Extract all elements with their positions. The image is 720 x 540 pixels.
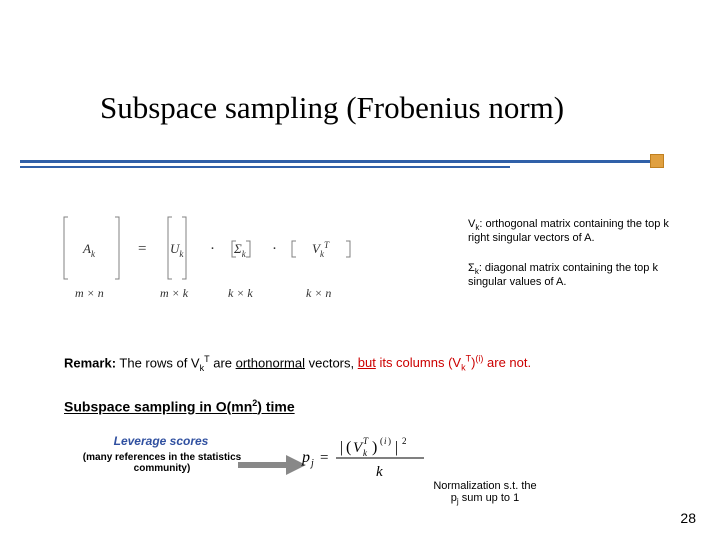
svg-text:Σk: Σk [233, 241, 247, 259]
subspace-sampling-heading: Subspace sampling in O(mn2) time [64, 398, 295, 415]
title-accent-square [650, 154, 664, 168]
svg-text:|: | [340, 439, 343, 456]
svg-text:(: ( [380, 436, 383, 446]
dot1: · [210, 241, 215, 257]
vk-description: Vk: orthogonal matrix containing the top… [468, 218, 688, 245]
svg-text:): ) [372, 439, 377, 456]
remark-line: Remark: The rows of VkT are orthonormal … [64, 354, 531, 373]
svg-text:k × n: k × n [306, 286, 331, 300]
dot2: · [272, 241, 277, 257]
matrix-vkt: VkT k × n [292, 240, 350, 300]
svd-decomposition-figure: Ak m × n = Uk m × k · Σk k × k · VkT k ×… [60, 215, 460, 315]
matrix-uk: Uk m × k [160, 217, 189, 300]
svg-text:): ) [388, 436, 391, 446]
svg-text:k: k [363, 448, 368, 458]
title-rule-thick [20, 160, 660, 163]
svg-text:k: k [376, 464, 383, 480]
leverage-scores-label: Leverage scores [96, 434, 226, 448]
svg-text:Uk: Uk [170, 241, 184, 259]
leverage-scores-sublabel: (many references in the statistics commu… [82, 452, 242, 474]
slide-title: Subspace sampling (Frobenius norm) [100, 90, 720, 126]
title-rule-thin [20, 166, 510, 168]
svg-text:k × k: k × k [228, 286, 253, 300]
svg-text:T: T [363, 436, 369, 446]
sigmak-description: Σk: diagonal matrix containing the top k… [468, 262, 688, 289]
svg-text:Ak: Ak [82, 241, 96, 259]
svg-text:i: i [384, 436, 387, 446]
svg-text:=: = [320, 450, 328, 466]
svg-text:m × k: m × k [160, 286, 189, 300]
equals-sign: = [138, 241, 146, 257]
normalization-note: Normalization s.t. thepj sum up to 1 [410, 480, 560, 507]
svg-text:m × n: m × n [75, 286, 104, 300]
slide-title-block: Subspace sampling (Frobenius norm) [0, 90, 720, 126]
svg-text:|: | [395, 439, 398, 456]
svg-text:(: ( [346, 439, 351, 456]
matrix-ak: Ak m × n [64, 217, 119, 300]
arrow-icon [238, 453, 308, 477]
page-number: 28 [680, 510, 696, 526]
svg-text:p: p [301, 449, 310, 466]
matrix-sigmak: Σk k × k [228, 241, 253, 300]
svg-text:2: 2 [402, 436, 407, 446]
svg-text:VkT: VkT [312, 240, 330, 259]
